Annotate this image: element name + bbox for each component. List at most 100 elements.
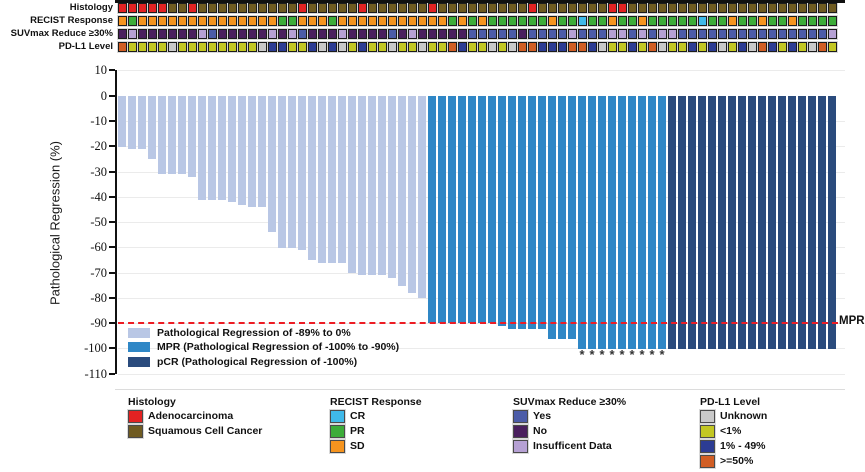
annotation-cell-recist xyxy=(348,16,357,26)
annotation-cell-recist xyxy=(158,16,167,26)
annotation-cell-suvmax xyxy=(368,29,377,39)
y-tick xyxy=(109,272,115,274)
y-tick xyxy=(109,221,115,223)
annotation-cell-histology xyxy=(828,3,837,13)
figure-separator-line xyxy=(115,389,845,390)
annotation-cell-suvmax xyxy=(658,29,667,39)
annotation-cell-pdl1 xyxy=(758,42,767,52)
annotation-cell-histology xyxy=(578,3,587,13)
annotation-cell-recist xyxy=(228,16,237,26)
annotation-cell-suvmax xyxy=(758,29,767,39)
annotation-cell-suvmax xyxy=(548,29,557,39)
waterfall-bar xyxy=(308,96,316,260)
waterfall-bar xyxy=(138,96,146,149)
annotation-cell-histology xyxy=(678,3,687,13)
legend-swatch xyxy=(700,440,715,453)
annotation-cell-pdl1 xyxy=(178,42,187,52)
annotation-cell-histology xyxy=(368,3,377,13)
annotation-cell-pdl1 xyxy=(128,42,137,52)
annotation-cell-pdl1 xyxy=(748,42,757,52)
annotation-cell-recist xyxy=(608,16,617,26)
annotation-cell-suvmax xyxy=(728,29,737,39)
annotation-cell-suvmax xyxy=(538,29,547,39)
annotation-cell-pdl1 xyxy=(498,42,507,52)
annotation-cell-pdl1 xyxy=(558,42,567,52)
annotation-cell-pdl1 xyxy=(448,42,457,52)
annotation-cell-pdl1 xyxy=(688,42,697,52)
gridline xyxy=(118,70,845,71)
waterfall-bar xyxy=(408,96,416,293)
annotation-cell-suvmax xyxy=(698,29,707,39)
annotation-cell-histology xyxy=(758,3,767,13)
annotation-cell-pdl1 xyxy=(138,42,147,52)
annotation-cell-histology xyxy=(398,3,407,13)
annotation-cell-pdl1 xyxy=(168,42,177,52)
waterfall-bar xyxy=(188,96,196,177)
annotation-cell-histology xyxy=(548,3,557,13)
annotation-cell-histology xyxy=(648,3,657,13)
waterfall-bar xyxy=(438,96,446,323)
annotation-cell-pdl1 xyxy=(608,42,617,52)
annotation-cell-recist xyxy=(668,16,677,26)
waterfall-bar xyxy=(658,96,666,349)
waterfall-bar xyxy=(468,96,476,323)
annotation-cell-suvmax xyxy=(408,29,417,39)
legend-swatch xyxy=(700,425,715,438)
y-tick xyxy=(109,196,115,198)
annotation-cell-suvmax xyxy=(388,29,397,39)
legend-swatch xyxy=(330,410,345,423)
annotation-cell-pdl1 xyxy=(258,42,267,52)
plot-legend-label: Pathological Regression of -89% to 0% xyxy=(157,327,351,339)
y-tick-label: -80 xyxy=(90,291,107,305)
waterfall-bar xyxy=(358,96,366,275)
y-tick-label: 10 xyxy=(94,63,108,77)
annotation-cell-recist xyxy=(598,16,607,26)
annotation-cell-histology xyxy=(118,3,127,13)
annotation-cell-pdl1 xyxy=(528,42,537,52)
waterfall-bar xyxy=(278,96,286,248)
annotation-cell-pdl1 xyxy=(778,42,787,52)
annotation-cell-suvmax xyxy=(748,29,757,39)
y-tick xyxy=(109,246,115,248)
annotation-cell-suvmax xyxy=(628,29,637,39)
plot-legend-label: pCR (Pathological Regression of -100%) xyxy=(157,356,358,368)
waterfall-bar xyxy=(758,96,766,349)
annotation-cell-pdl1 xyxy=(118,42,127,52)
annotation-cell-histology xyxy=(248,3,257,13)
annotation-cell-pdl1 xyxy=(368,42,377,52)
annotation-cell-suvmax xyxy=(708,29,717,39)
annotation-cell-recist xyxy=(588,16,597,26)
legend-title-pdl1: PD-L1 Level xyxy=(700,396,761,408)
y-tick xyxy=(109,95,115,97)
annotation-cell-recist xyxy=(478,16,487,26)
annotation-cell-pdl1 xyxy=(298,42,307,52)
annotation-cell-histology xyxy=(278,3,287,13)
annotation-cell-histology xyxy=(198,3,207,13)
annotation-cell-recist xyxy=(728,16,737,26)
annotation-cell-recist xyxy=(218,16,227,26)
asterisk: * xyxy=(579,347,585,362)
annotation-cell-recist xyxy=(818,16,827,26)
annotation-cell-recist xyxy=(658,16,667,26)
plot-legend-swatch-mpr xyxy=(128,342,150,352)
annotation-cell-recist xyxy=(538,16,547,26)
y-tick-label: -10 xyxy=(90,114,107,128)
annotation-cell-histology xyxy=(598,3,607,13)
waterfall-bar xyxy=(168,96,176,174)
waterfall-bar xyxy=(118,96,126,147)
annotation-cell-recist xyxy=(268,16,277,26)
legend-swatch xyxy=(513,410,528,423)
annotation-cell-histology xyxy=(588,3,597,13)
annotation-cell-pdl1 xyxy=(218,42,227,52)
annotation-cell-histology xyxy=(378,3,387,13)
track-label-pdl1: PD-L1 Level xyxy=(58,41,113,52)
annotation-cell-recist xyxy=(378,16,387,26)
track-label-suvmax: SUVmax Reduce ≥30% xyxy=(10,28,113,39)
annotation-cell-recist xyxy=(638,16,647,26)
waterfall-bar xyxy=(218,96,226,200)
annotation-cell-recist xyxy=(518,16,527,26)
annotation-cell-histology xyxy=(188,3,197,13)
waterfall-bar xyxy=(228,96,236,202)
waterfall-bar xyxy=(448,96,456,323)
annotation-cell-recist xyxy=(508,16,517,26)
